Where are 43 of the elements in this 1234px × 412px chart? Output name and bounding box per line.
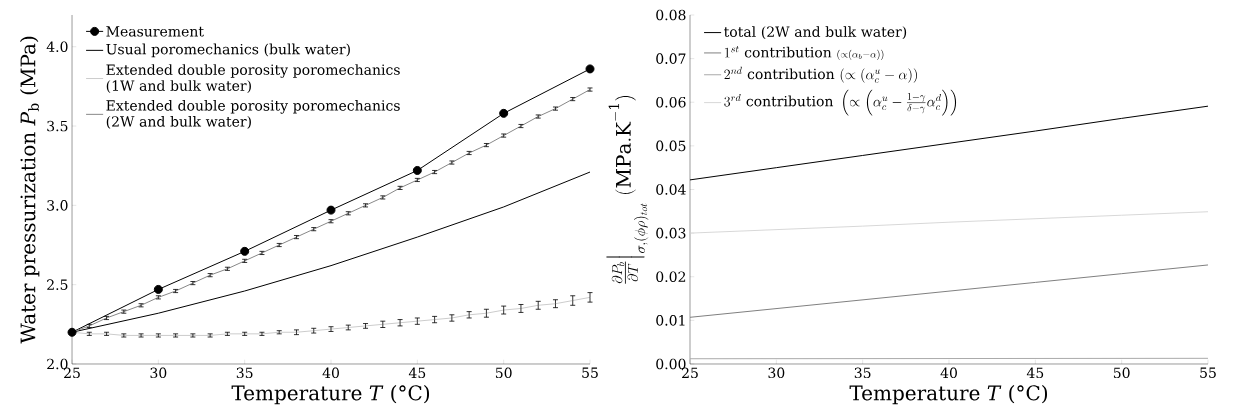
y-tick-label: 0.07 (656, 53, 686, 64)
y-tick-label: 3.0 (47, 200, 68, 211)
x-axis-title: Temperature T (°C) (849, 384, 1048, 405)
x-tick-label: 50 (1113, 367, 1130, 379)
point (326, 205, 336, 215)
x-tick-label: 35 (854, 367, 871, 379)
x-tick-label: 30 (768, 367, 785, 379)
y-axis-title: $\frac{\partial P_b}{\partial T}\Big|_{\sigma,(\phi\rho)_{tot}}\ (\mathrm{MPa.K^{-1}})$ (606, 95, 649, 284)
y-tick-label: 0.04 (656, 184, 686, 195)
point (499, 108, 509, 118)
y-tick-label: 0.05 (656, 140, 686, 152)
y-tick-label: 0.03 (656, 227, 686, 239)
legend-label: Extended double porosity poromechanics (2W and bulk water) (106, 99, 400, 129)
x-tick-label: 40 (322, 367, 339, 379)
legend-label: Extended double porosity poromechanics (1W and bulk water) (106, 64, 400, 93)
y-axis-title: Water pressurization P$_{b}$ (MPa) (20, 36, 40, 344)
legend-label: $3^{rd}\ \text{contribution}\ \left(\propto\left(\alpha_c^u-\frac{1-\gamma}{\delta-\gamma}\alpha_c^d\right)\right)$ (724, 89, 957, 116)
x-tick-label: 55 (582, 367, 598, 378)
legend-label: $1^{st}\ \text{contribution}\ {\scriptstyle(\propto(\alpha_b-\alpha))}$ (724, 45, 884, 60)
y-tick-label: 2.5 (47, 279, 68, 290)
x-tick-label: 55 (1200, 367, 1216, 378)
legend-label: $2^{nd}\ \text{contribution}\ (\propto(\alpha_c^u-\alpha))$ (724, 66, 917, 83)
y-tick-label: 0.08 (656, 9, 686, 21)
x-tick-label: 30 (150, 367, 167, 379)
x-tick-label: 40 (940, 367, 957, 379)
point (240, 246, 250, 256)
y-tick-label: 0.06 (656, 96, 686, 108)
point (412, 165, 422, 175)
x-tick-label: 50 (495, 367, 512, 379)
x-tick-label: 45 (408, 367, 426, 379)
legend-label: Usual poromechanics (bulk water) (106, 43, 350, 58)
x-tick-label: 45 (1026, 367, 1044, 379)
x-tick-label: 35 (236, 367, 253, 379)
legend-label: Measurement (106, 26, 204, 37)
point (153, 284, 163, 294)
y-tick-label: 4.0 (46, 41, 68, 53)
legend-label: $\text{total (2W and bulk water)}$ (724, 26, 907, 39)
y-tick-label: 0.01 (656, 315, 685, 326)
point (67, 327, 77, 337)
x-axis-title: Temperature T (°C) (231, 384, 430, 405)
y-tick-label: 0.02 (656, 271, 686, 283)
point (585, 64, 595, 74)
y-tick-label: 3.5 (47, 120, 68, 132)
